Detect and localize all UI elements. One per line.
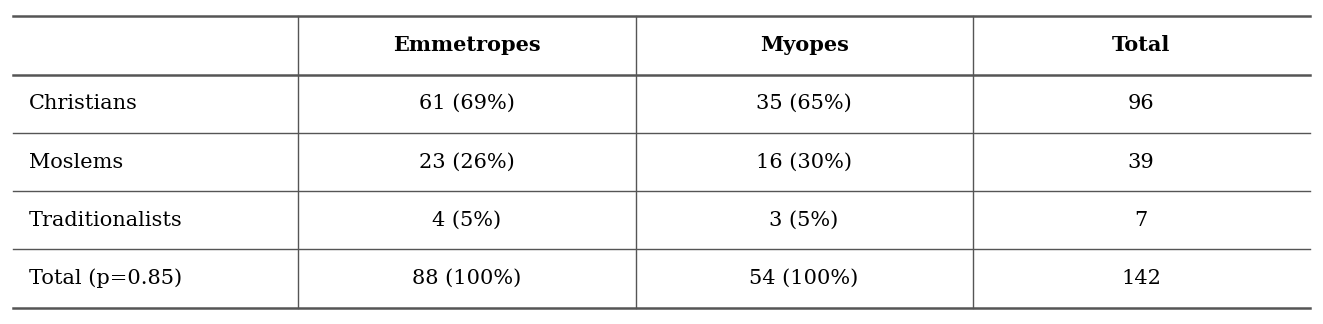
Text: 96: 96	[1129, 94, 1155, 113]
Text: 3 (5%): 3 (5%)	[770, 211, 839, 230]
Text: 23 (26%): 23 (26%)	[419, 153, 515, 171]
Text: Christians: Christians	[29, 94, 138, 113]
Text: Total: Total	[1113, 35, 1171, 55]
Text: 7: 7	[1135, 211, 1148, 230]
Text: 4 (5%): 4 (5%)	[433, 211, 501, 230]
Text: Traditionalists: Traditionalists	[29, 211, 183, 230]
Text: 88 (100%): 88 (100%)	[413, 269, 521, 288]
Text: 35 (65%): 35 (65%)	[757, 94, 852, 113]
Text: Myopes: Myopes	[759, 35, 848, 55]
Text: 142: 142	[1122, 269, 1162, 288]
Text: Total (p=0.85): Total (p=0.85)	[29, 269, 183, 288]
Text: Moslems: Moslems	[29, 153, 123, 171]
Text: Emmetropes: Emmetropes	[393, 35, 541, 55]
Text: 61 (69%): 61 (69%)	[419, 94, 515, 113]
Text: 39: 39	[1127, 153, 1155, 171]
Text: 16 (30%): 16 (30%)	[757, 153, 852, 171]
Text: 54 (100%): 54 (100%)	[750, 269, 859, 288]
